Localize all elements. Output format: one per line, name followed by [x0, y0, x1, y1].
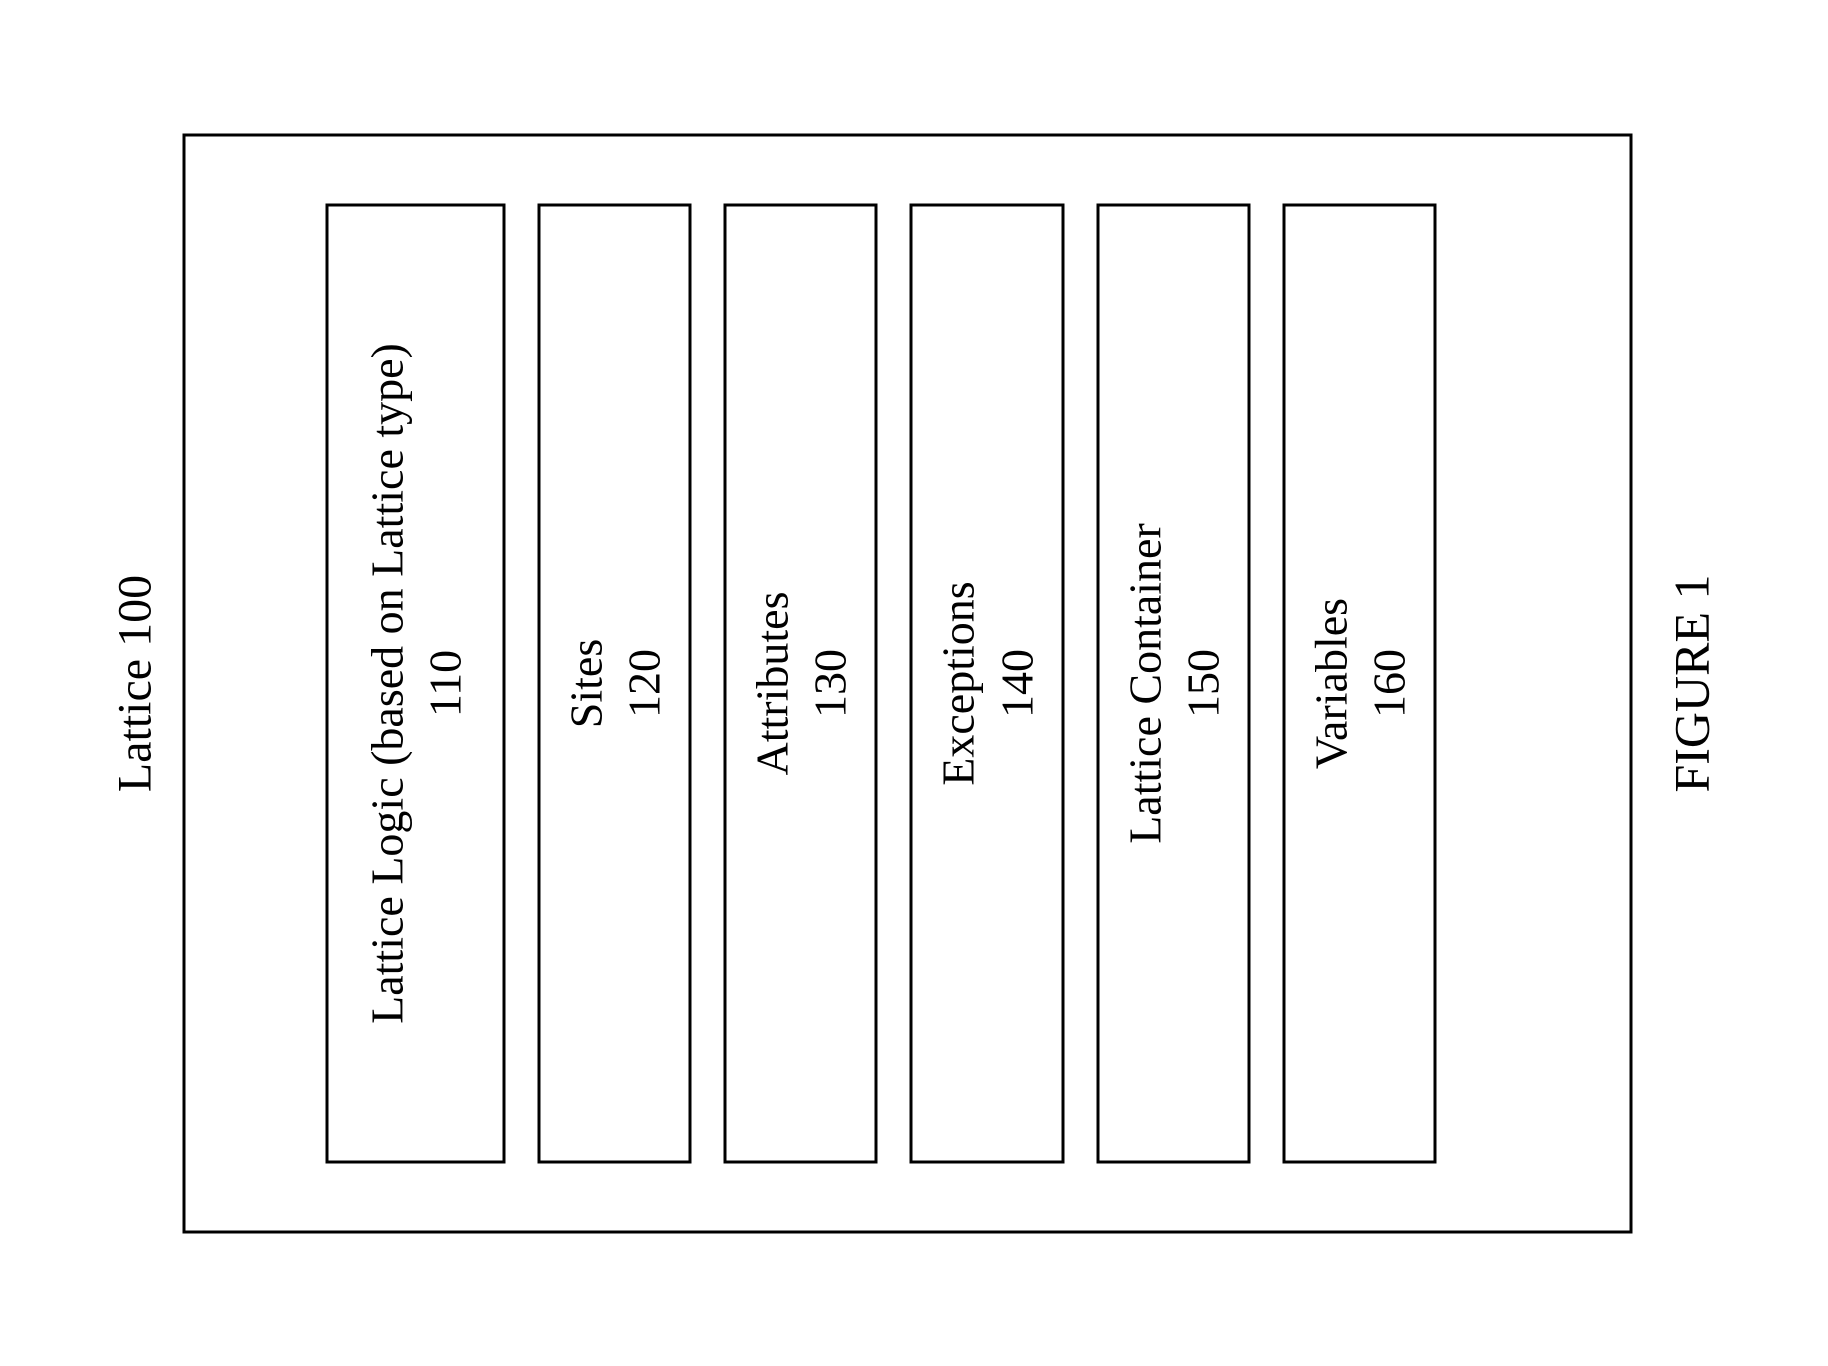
- lattice-outer-container: Lattice Logic (based on Lattice type) 11…: [183, 133, 1633, 1233]
- box-number: 140: [990, 649, 1043, 718]
- box-number: 110: [419, 649, 472, 716]
- diagram-title: Lattice 100: [108, 574, 163, 791]
- box-number: 150: [1176, 649, 1229, 718]
- sites-box: Sites 120: [538, 203, 692, 1163]
- exceptions-box: Exceptions 140: [910, 203, 1064, 1163]
- box-label: Lattice Container: [1117, 523, 1172, 844]
- rotated-diagram-wrapper: Lattice 100 Lattice Logic (based on Latt…: [108, 133, 1721, 1233]
- box-label: Sites: [559, 638, 614, 727]
- box-number: 120: [618, 649, 671, 718]
- figure-caption: FIGURE 1: [1663, 574, 1721, 792]
- box-label: Lattice Logic (based on Lattice type): [359, 343, 414, 1024]
- lattice-logic-box: Lattice Logic (based on Lattice type) 11…: [326, 203, 506, 1163]
- box-label: Exceptions: [931, 581, 986, 785]
- box-number: 130: [804, 649, 857, 718]
- box-number: 160: [1362, 649, 1415, 718]
- box-label: Attributes: [745, 591, 800, 775]
- variables-box: Variables 160: [1282, 203, 1436, 1163]
- box-label: Variables: [1303, 597, 1358, 768]
- attributes-box: Attributes 130: [724, 203, 878, 1163]
- lattice-container-box: Lattice Container 150: [1096, 203, 1250, 1163]
